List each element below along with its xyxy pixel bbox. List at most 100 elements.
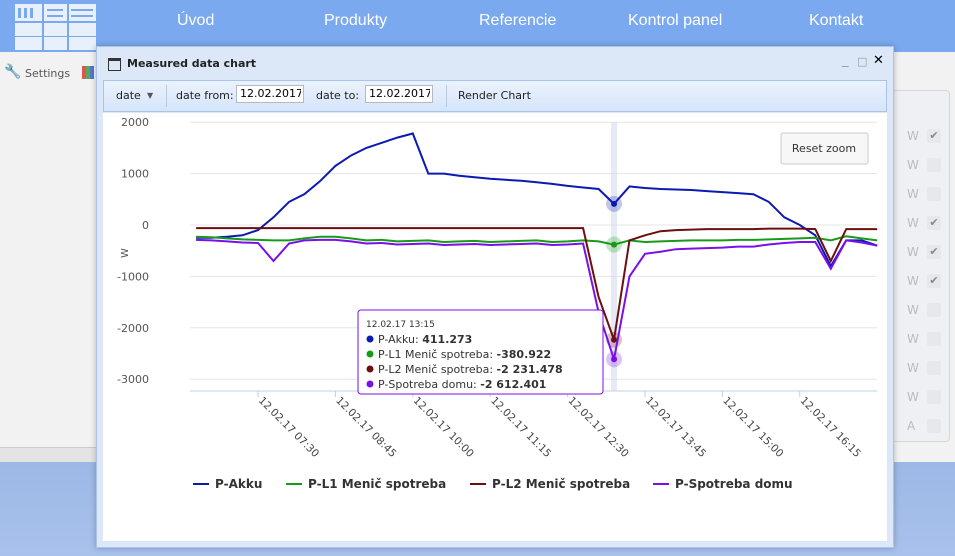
legend-item[interactable]: P-Spotreba domu: [675, 477, 793, 491]
series-line-2[interactable]: [196, 227, 878, 341]
window-icon: [108, 58, 121, 71]
series-checkbox[interactable]: ✔: [927, 216, 941, 230]
y-tick-label: -3000: [117, 373, 149, 386]
series-row: W: [895, 301, 950, 321]
render-chart-button[interactable]: Render Chart: [458, 89, 531, 102]
date-to-input[interactable]: [365, 85, 433, 103]
series-checkbox[interactable]: ✔: [927, 274, 941, 288]
series-row: W: [895, 359, 950, 379]
nav-produkty[interactable]: Produkty: [324, 12, 388, 29]
x-tick-label: 12.02.17 10:00: [411, 395, 476, 460]
unit-label: W: [907, 216, 919, 230]
nav-uvod[interactable]: Úvod: [177, 12, 215, 29]
nav-kontrol-panel[interactable]: Kontrol panel: [628, 12, 723, 29]
x-tick-label: 12.02.17 15:00: [720, 395, 785, 460]
legend-item[interactable]: P-L2 Menič spotreba: [492, 477, 630, 491]
tooltip-bullet: [366, 380, 374, 388]
top-nav-bar: Úvod Produkty Referencie Kontrol panel K…: [0, 0, 955, 52]
chevron-down-icon[interactable]: ▼: [147, 91, 154, 100]
x-tick-label: 12.02.17 07:30: [256, 395, 321, 460]
x-tick-label: 12.02.17 16:15: [798, 395, 863, 460]
tooltip-bullet: [366, 365, 374, 373]
tooltip-row: P-L1 Menič spotreba: -380.922: [378, 348, 551, 361]
tooltip-bullet: [366, 350, 374, 358]
reset-zoom-label: Reset zoom: [792, 142, 856, 155]
series-line-0[interactable]: [196, 132, 878, 269]
measured-data-chart-window: Measured data chart _ □ ✕ date ▼ date fr…: [96, 46, 894, 548]
series-row: W: [895, 330, 950, 350]
reset-zoom-button[interactable]: Reset zoom: [780, 132, 869, 165]
unit-label: W: [907, 158, 919, 172]
unit-label: W: [907, 274, 919, 288]
legend-item[interactable]: P-L1 Menič spotreba: [308, 477, 446, 491]
series-checkbox[interactable]: [927, 187, 941, 201]
y-tick-label: 1000: [121, 168, 149, 181]
unit-label: W: [907, 332, 919, 346]
crosshair: [611, 122, 618, 391]
x-tick-label: 12.02.17 08:45: [333, 395, 398, 460]
unit-label: W: [907, 303, 919, 317]
y-tick-label: -1000: [117, 270, 149, 283]
hover-point[interactable]: [611, 356, 618, 363]
tooltip-header: 12.02.17 13:15: [366, 320, 435, 330]
minimize-button[interactable]: _: [842, 53, 849, 68]
mes-logo: [15, 4, 96, 50]
series-row: A: [895, 417, 950, 437]
y-tick-label: -2000: [117, 322, 149, 335]
x-tick-label: 12.02.17 11:15: [488, 395, 553, 460]
wrench-icon: 🔧: [4, 64, 22, 80]
tooltip-row: P-L2 Menič spotreba: -2 231.478: [378, 363, 563, 376]
y-tick-label: 0: [142, 219, 149, 232]
x-tick-label: 12.02.17 13:45: [643, 395, 708, 460]
y-axis-label: W: [120, 248, 131, 258]
unit-label: W: [907, 245, 919, 259]
nav-referencie[interactable]: Referencie: [479, 12, 557, 29]
series-line-1[interactable]: [196, 235, 878, 246]
series-checkbox[interactable]: [927, 361, 941, 375]
horizontal-scrollbar[interactable]: [0, 447, 100, 462]
unit-label: W: [907, 129, 919, 143]
series-checkbox[interactable]: [927, 303, 941, 317]
hover-point[interactable]: [611, 241, 618, 248]
series-checkbox[interactable]: ✔: [927, 245, 941, 259]
mode-dropdown[interactable]: date: [116, 89, 141, 102]
series-row: W ✔: [895, 272, 950, 292]
series-row: W ✔: [895, 127, 950, 147]
window-title: Measured data chart: [127, 57, 257, 70]
date-from-input[interactable]: [236, 85, 304, 103]
unit-label: W: [907, 361, 919, 375]
series-row: W: [895, 156, 950, 176]
tooltip-row: P-Spotreba domu: -2 612.401: [378, 378, 546, 391]
unit-label: W: [907, 390, 919, 404]
tooltip: 12.02.17 13:15 P-Akku: 411.273 P-L1 Menič …: [357, 309, 604, 395]
tooltip-bullet: [366, 335, 374, 343]
chart-toolbar: date ▼ date from: date to: Render Chart: [103, 80, 887, 112]
series-checkbox[interactable]: [927, 390, 941, 404]
date-to-label: date to:: [316, 89, 360, 102]
series-checkbox[interactable]: [927, 158, 941, 172]
series-row: W ✔: [895, 214, 950, 234]
unit-label: A: [907, 419, 916, 433]
hover-point[interactable]: [611, 200, 618, 207]
series-row: W ✔: [895, 243, 950, 263]
hover-point[interactable]: [611, 336, 618, 343]
series-checkbox[interactable]: [927, 332, 941, 346]
y-tick-label: 2000: [121, 116, 149, 129]
x-tick-label: 12.02.17 12:30: [565, 395, 630, 460]
nav-kontakt[interactable]: Kontakt: [809, 12, 864, 29]
close-button[interactable]: ✕: [873, 53, 884, 68]
maximize-button[interactable]: □: [857, 55, 868, 68]
series-checkbox[interactable]: [927, 419, 941, 433]
settings-button[interactable]: Settings: [25, 67, 71, 80]
unit-label: W: [907, 187, 919, 201]
series-checkbox[interactable]: ✔: [927, 129, 941, 143]
tooltip-row: P-Akku: 411.273: [378, 333, 472, 346]
legend-item[interactable]: P-Akku: [215, 477, 262, 491]
chart-area: 2000 1000 0 -1000 -2000 -3000 W 12.02.17 07:30 1…: [103, 113, 887, 541]
series-row: W: [895, 185, 950, 205]
series-row: W: [895, 388, 950, 408]
series-line-3[interactable]: [196, 238, 878, 360]
date-from-label: date from:: [176, 89, 234, 102]
chart-icon[interactable]: [82, 66, 94, 79]
